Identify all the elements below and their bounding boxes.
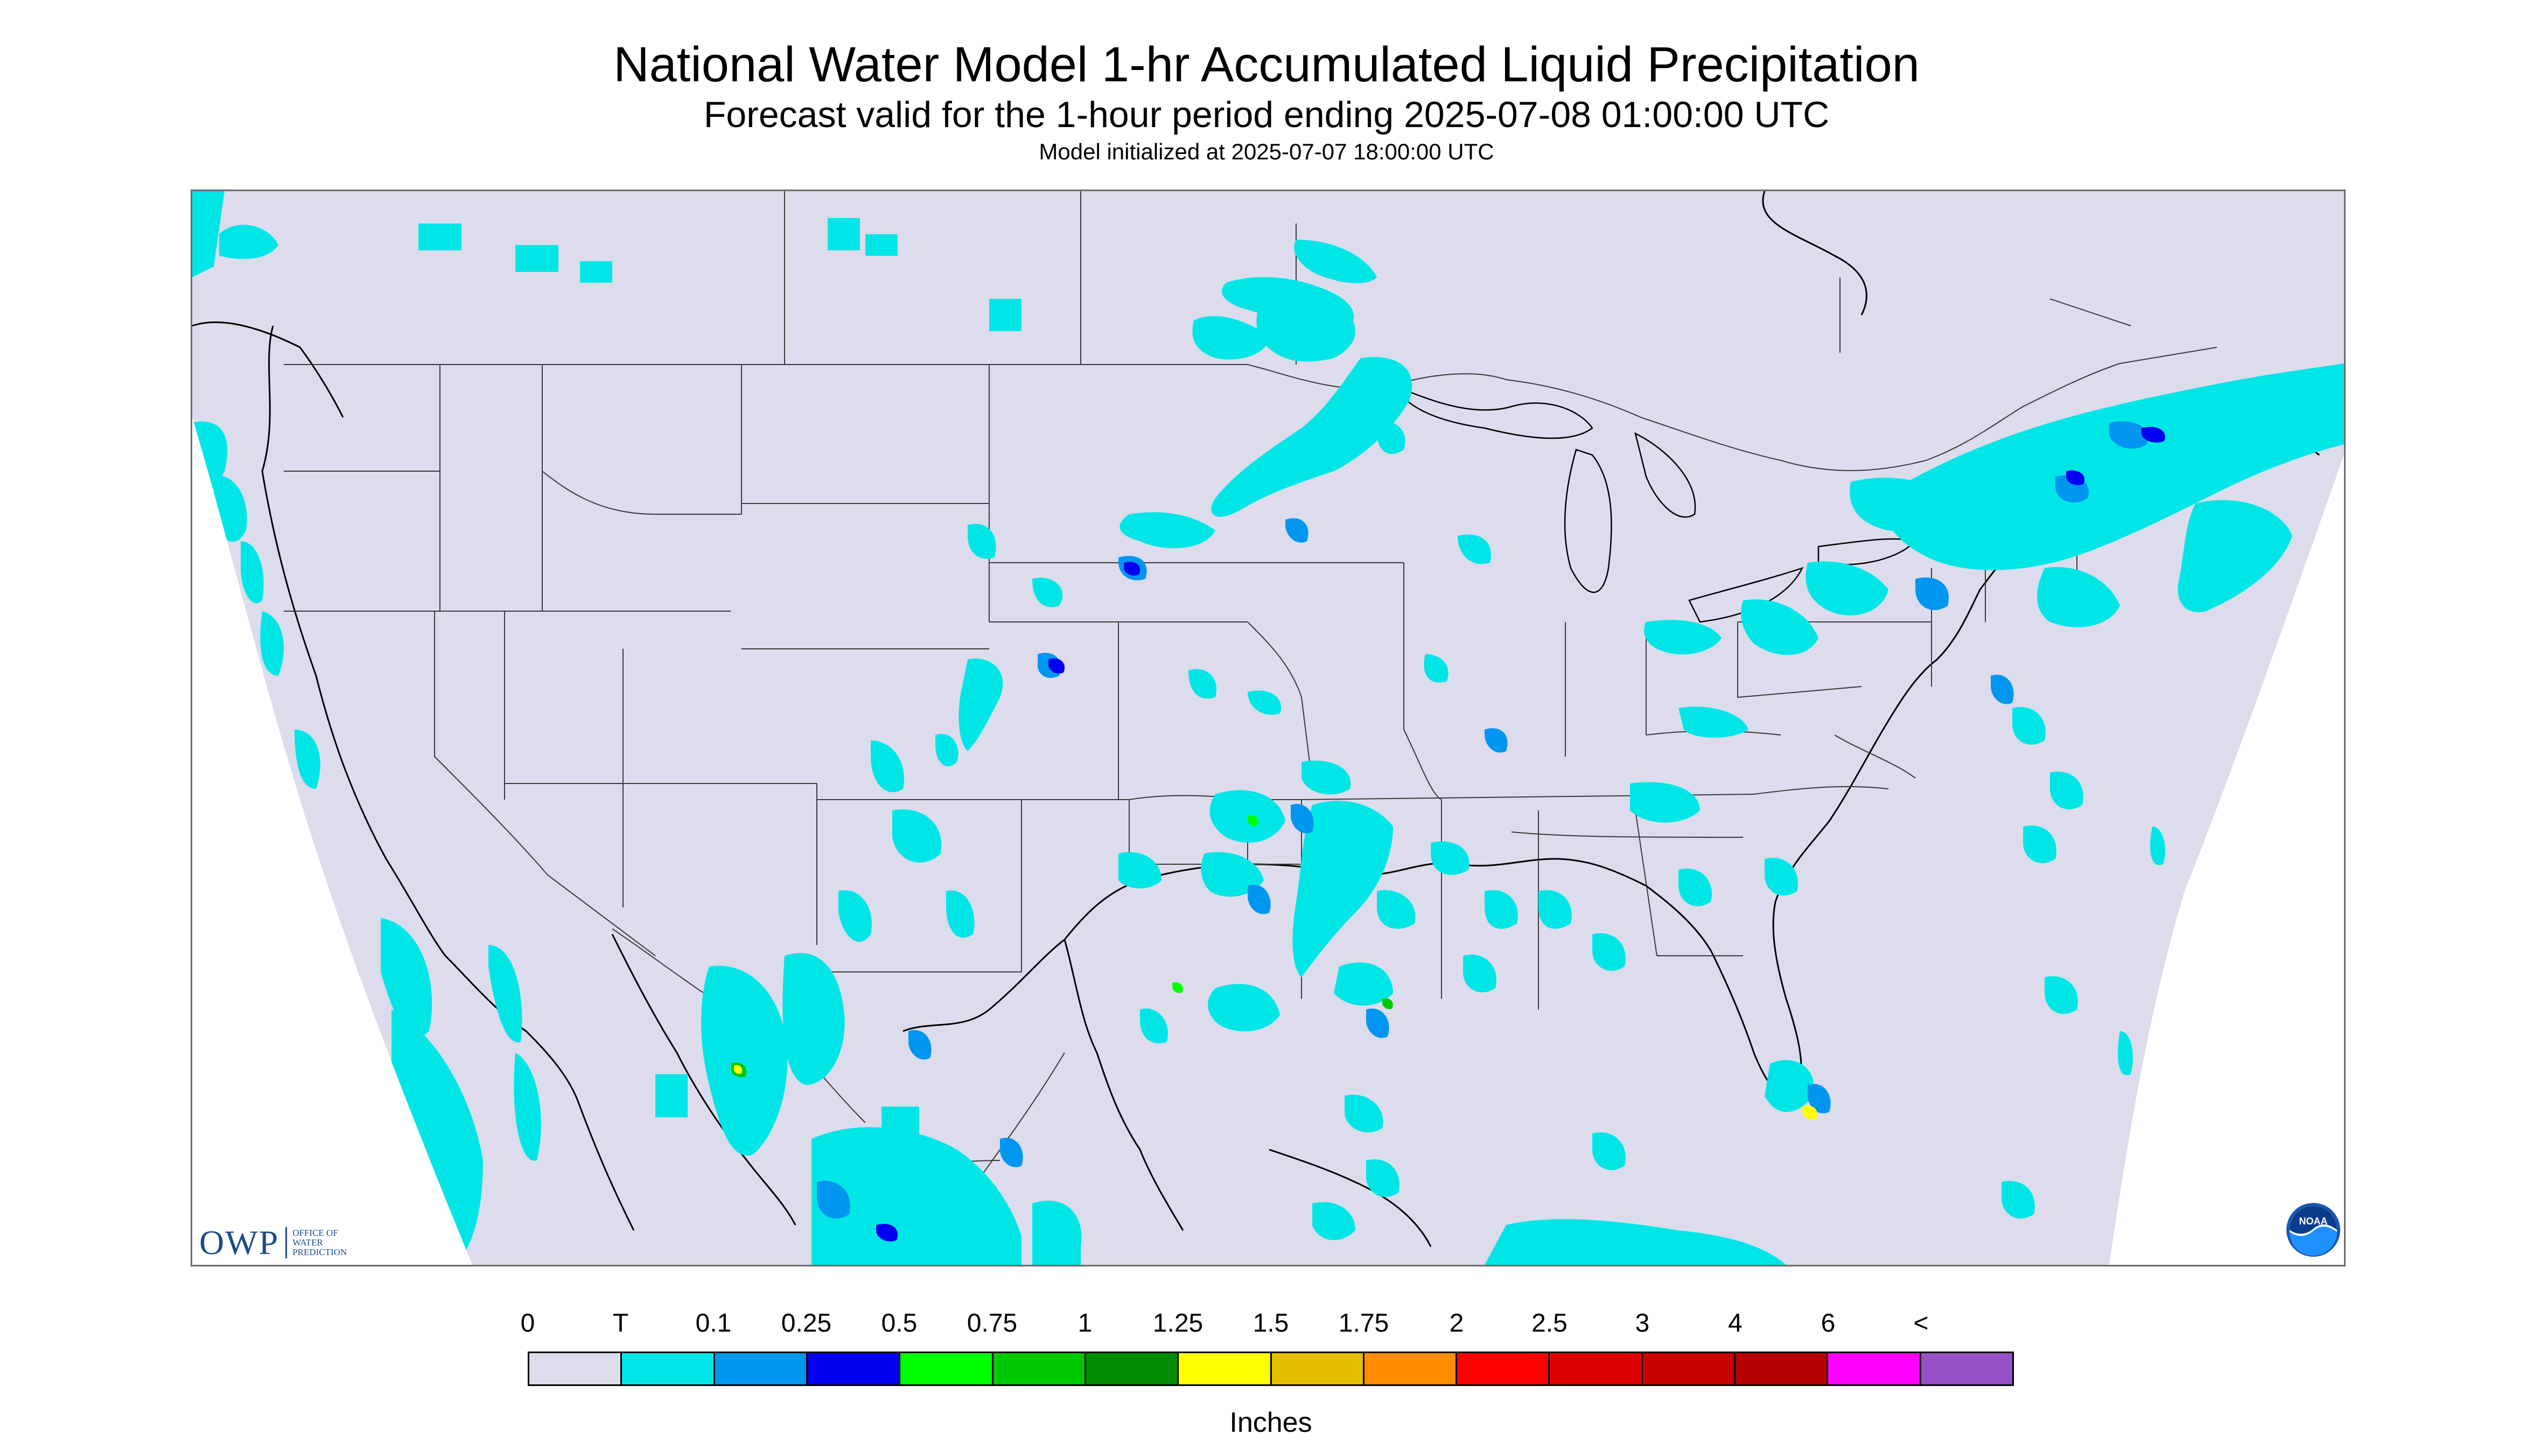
model-init-note: Model initialized at 2025-07-07 18:00:00…: [1039, 139, 1494, 164]
owp-logo-line: OFFICE OF: [292, 1228, 338, 1238]
legend-swatch: [1642, 1353, 1736, 1384]
color-legend: 0 T 0.1 0.25 0.5 0.75 1 1.25 1.5 1.75 2 2.5 3 4 6 < Inc…: [521, 1308, 2014, 1448]
legend-tick-label: 2: [1449, 1309, 1464, 1338]
legend-swatch: [1921, 1353, 2012, 1384]
map-title: National Water Model 1-hr Accumulated Li…: [613, 37, 1920, 92]
noaa-logo-text: NOAA: [2299, 1216, 2328, 1227]
legend-swatch: [1364, 1353, 1458, 1384]
legend-swatch: [900, 1353, 993, 1384]
legend-tick-label: T: [612, 1309, 629, 1338]
legend-tick-label: 1.5: [1252, 1309, 1289, 1338]
outside-domain-east: [2109, 455, 2344, 1265]
legend-tick-label: <: [1913, 1309, 1929, 1338]
legend-swatch: [715, 1353, 808, 1384]
legend-swatch: [1179, 1353, 1272, 1384]
legend-swatch: [1086, 1353, 1179, 1384]
legend-tick-label: 0.25: [781, 1309, 832, 1338]
legend-swatch: [1550, 1353, 1643, 1384]
precipitation-map: [191, 190, 2346, 1266]
precip-intense: [731, 815, 1817, 1119]
legend-tick-label: 0.75: [967, 1309, 1018, 1338]
legend-tick-label: 2.5: [1531, 1309, 1568, 1338]
legend-colorbar: [528, 1352, 2014, 1386]
legend-swatch: [1271, 1353, 1365, 1384]
precip-heavy: [876, 426, 2165, 1242]
legend-tick-label: 0.1: [695, 1309, 732, 1338]
legend-tick-label: 6: [1821, 1309, 1836, 1338]
legend-swatch: [1828, 1353, 1921, 1384]
legend-swatch: [807, 1353, 901, 1384]
map-canvas: [192, 191, 2344, 1265]
owp-logo: OWP OFFICE OF WATER PREDICTION: [199, 1221, 347, 1264]
owp-logo-line: PREDICTION: [292, 1247, 347, 1257]
forecast-valid-subtitle: Forecast valid for the 1-hour period end…: [703, 94, 1830, 135]
legend-tick-label: 4: [1728, 1309, 1743, 1338]
legend-tick-label: 1.75: [1338, 1309, 1389, 1338]
legend-swatch: [1457, 1353, 1550, 1384]
legend-swatch: [529, 1353, 622, 1384]
legend-units-label: Inches: [1229, 1407, 1312, 1438]
legend-swatch: [1736, 1353, 1829, 1384]
legend-tick-label: 1: [1077, 1309, 1093, 1338]
legend-swatch: [993, 1353, 1086, 1384]
legend-tick-label: 3: [1635, 1309, 1650, 1338]
owp-logo-letters: OWP: [199, 1223, 279, 1262]
noaa-logo-icon: NOAA: [2286, 1203, 2340, 1257]
legend-tick-label: 1.25: [1152, 1309, 1203, 1338]
legend-swatch: [622, 1353, 715, 1384]
precip-trace: [192, 191, 2344, 1265]
legend-labels: 0 T 0.1 0.25 0.5 0.75 1 1.25 1.5 1.75 2 2.5 3 4 6 <: [521, 1308, 2014, 1341]
legend-tick-label: 0: [520, 1309, 535, 1338]
owp-logo-text: OFFICE OF WATER PREDICTION: [292, 1228, 347, 1257]
owp-logo-divider: [285, 1227, 288, 1258]
outside-domain-west: [192, 417, 472, 1265]
legend-tick-label: 0.5: [881, 1309, 918, 1338]
owp-logo-line: WATER: [292, 1237, 323, 1248]
